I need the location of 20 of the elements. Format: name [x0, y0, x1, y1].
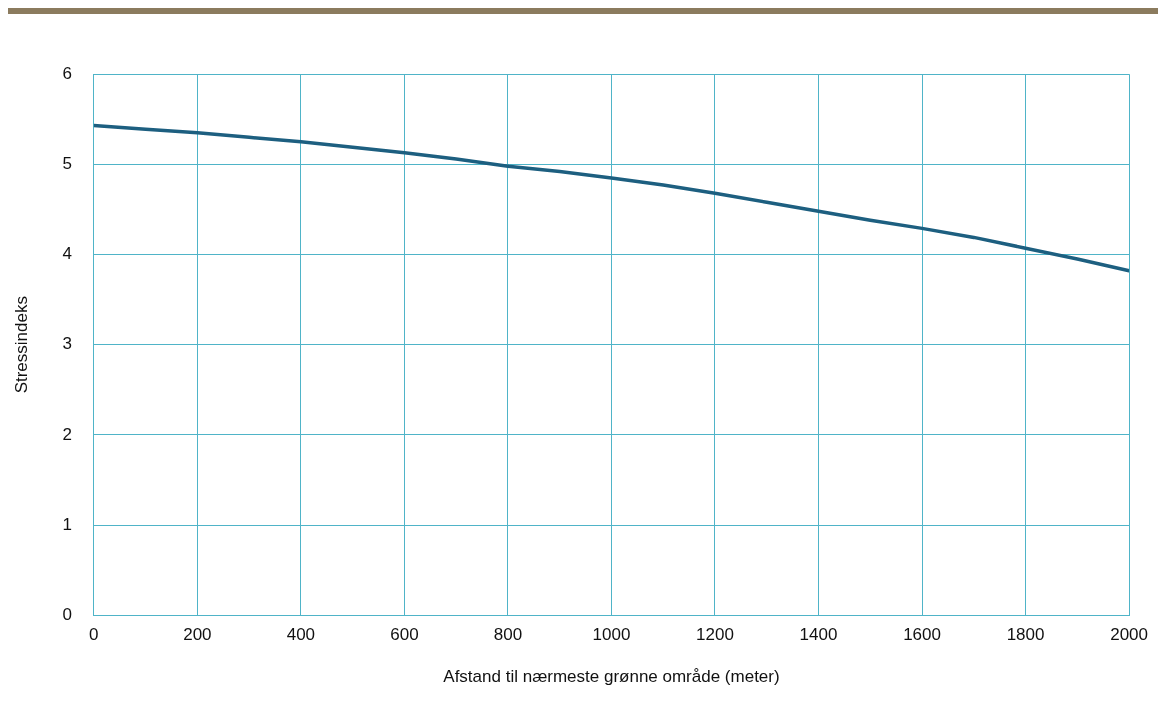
x-tick-label: 1000 [592, 625, 631, 645]
x-tick-label: 1400 [799, 625, 838, 645]
x-tick-label: 800 [493, 625, 523, 645]
y-tick-label: 0 [62, 604, 72, 624]
y-tick-label: 1 [62, 514, 72, 534]
y-tick-label: 4 [62, 244, 72, 264]
y-tick-label: 6 [62, 63, 72, 83]
x-tick-label: 2000 [1110, 625, 1148, 645]
y-tick-label: 3 [62, 334, 72, 354]
y-axis-title: Stressindeks [11, 296, 31, 394]
x-tick-label: 200 [183, 625, 212, 645]
x-tick-label: 0 [89, 625, 99, 645]
x-tick-label: 1200 [696, 625, 734, 645]
x-tick-label: 400 [286, 625, 316, 645]
x-tick-label: 1600 [903, 625, 941, 645]
x-axis-title: Afstand til nærmeste grønne område (meter) [443, 667, 780, 687]
y-tick-label: 2 [62, 424, 72, 444]
x-tick-label: 600 [390, 625, 419, 645]
y-tick-label: 5 [62, 154, 72, 174]
x-tick-label: 1800 [1006, 625, 1045, 645]
